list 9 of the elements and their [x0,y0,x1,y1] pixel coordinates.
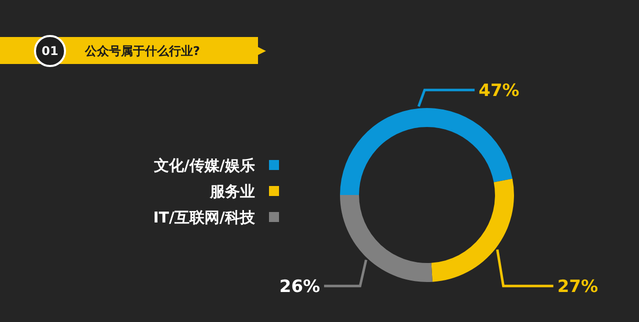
data-label: 26% [279,276,320,297]
legend-label: 文化/传媒/娱乐 [153,156,255,174]
donut-slice [340,195,432,282]
chart-title: 公众号属于什么行业? [84,44,200,58]
text: 01 [42,44,58,58]
data-label: 27% [557,276,598,297]
legend-label: IT/互联网/科技 [153,208,256,226]
legend-label: 服务业 [209,182,255,200]
data-label: 47% [478,80,520,101]
